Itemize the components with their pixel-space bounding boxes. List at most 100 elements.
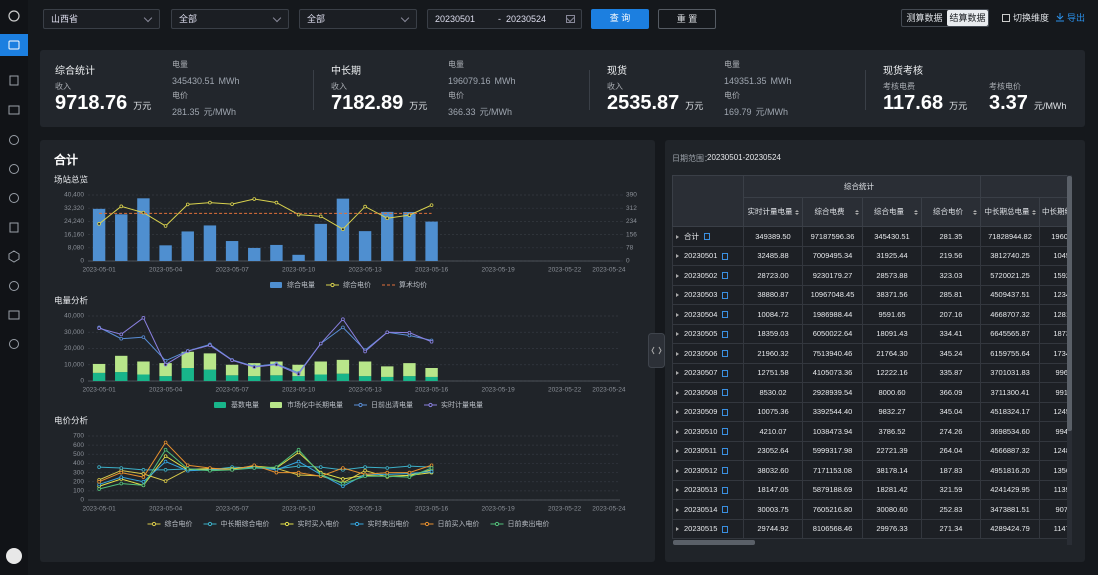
expand-icon[interactable] [676, 449, 681, 454]
point [296, 464, 301, 468]
table-row[interactable]: 20230507 12751.58 4105073.36 12222.16 335.87… [672, 362, 1067, 383]
nav-icon[interactable] [9, 339, 19, 349]
expand-icon[interactable] [676, 254, 681, 259]
measured-toggle[interactable]: 测算数据 [906, 13, 943, 23]
point [163, 468, 168, 472]
expand-icon[interactable] [676, 488, 681, 493]
detail-icon[interactable] [722, 389, 729, 397]
export-link[interactable]: 导出 [1067, 13, 1086, 23]
table-row[interactable]: 20230506 21960.32 7513940.46 21764.30 345.24… [672, 343, 1067, 364]
detail-icon[interactable] [704, 233, 710, 241]
nav-icon[interactable] [9, 135, 19, 145]
table-row[interactable]: 合计 349389.50 97187596.36 345430.51 281.35 718… [672, 226, 1067, 247]
nav-icon[interactable] [9, 75, 19, 86]
table-row[interactable]: 20230509 10075.36 3392544.40 9832.27 345.04 4… [672, 401, 1067, 422]
table-row[interactable]: 20230511 23052.64 5999317.98 22721.39 264.04… [672, 440, 1067, 461]
date-range-value: 20230501-20230524 [707, 153, 781, 162]
query-button[interactable]: 查 询 [591, 9, 649, 29]
expand-icon[interactable] [676, 312, 681, 317]
expand-icon[interactable] [676, 332, 681, 337]
column-header[interactable]: 综合电费 [802, 197, 863, 227]
detail-icon[interactable] [722, 311, 729, 319]
detail-icon[interactable] [722, 369, 729, 377]
expand-icon[interactable] [676, 390, 681, 395]
detail-icon[interactable] [722, 291, 729, 299]
detail-icon[interactable] [721, 447, 728, 455]
nav-icon[interactable] [8, 105, 20, 115]
expand-icon[interactable] [676, 468, 681, 473]
nav-icon[interactable] [8, 40, 20, 50]
table-cell: 11472.18 [1039, 518, 1067, 539]
nav-active[interactable] [0, 34, 28, 56]
column-header[interactable]: 中长期总电量 [980, 197, 1040, 227]
nav-icon[interactable] [8, 310, 20, 320]
settled-toggle[interactable]: 结算数据 [947, 10, 988, 26]
date-range-picker[interactable]: 20230501 - 20230524 [427, 9, 582, 29]
detail-icon[interactable] [722, 428, 729, 436]
table-row[interactable]: 20230512 38032.60 7171153.08 38178.14 187.83… [672, 460, 1067, 481]
detail-icon[interactable] [722, 252, 729, 260]
avatar[interactable] [6, 548, 22, 564]
column-header[interactable]: 实时计量电量 [743, 197, 803, 227]
v-scroll-thumb[interactable] [1067, 176, 1072, 431]
row-label-cell: 20230514 [672, 499, 744, 520]
table-row[interactable]: 20230503 38880.87 10967048.45 38371.56 285.8… [672, 284, 1067, 305]
detail-icon[interactable] [722, 486, 729, 494]
table-row[interactable]: 20230504 10084.72 1986988.44 9591.65 207.16 4… [672, 304, 1067, 325]
detail-icon[interactable] [722, 350, 729, 358]
expand-icon[interactable] [676, 410, 681, 415]
select[interactable]: 全部 [299, 9, 417, 29]
expand-icon[interactable] [676, 273, 681, 278]
table-row[interactable]: 20230502 28723.00 9230179.27 28573.88 323.03… [672, 265, 1067, 286]
date-start: 20230501 [435, 14, 476, 24]
select[interactable]: 全部 [171, 9, 289, 29]
column-header[interactable]: 中长期结算电量 [1039, 197, 1067, 227]
nav-icon[interactable] [9, 222, 19, 233]
detail-icon[interactable] [722, 506, 729, 514]
detail-icon[interactable] [722, 272, 729, 280]
h-scroll-thumb[interactable] [673, 540, 755, 545]
legend-swatch [270, 402, 282, 408]
bar [381, 211, 394, 261]
nav-icon[interactable] [9, 193, 19, 203]
bar [425, 221, 438, 261]
detail-icon[interactable] [722, 525, 729, 533]
switch-dimension[interactable]: 切换维度 [1013, 13, 1050, 23]
column-header[interactable]: 综合电价 [921, 197, 981, 227]
detail-icon[interactable] [722, 467, 729, 475]
table-cell: 4951816.20 [980, 460, 1040, 481]
point [385, 474, 390, 479]
legend-label: 综合电价 [165, 519, 193, 528]
column-header[interactable]: 综合电量 [862, 197, 922, 227]
table-row[interactable]: 20230513 18147.05 5879188.69 18281.42 321.59… [672, 479, 1067, 500]
bar [403, 363, 416, 377]
table-row[interactable]: 20230514 30003.75 7605216.80 30080.60 252.83… [672, 499, 1067, 520]
bar [159, 376, 172, 381]
table-row[interactable]: 20230505 18359.03 6050022.64 18091.43 334.41… [672, 323, 1067, 344]
expand-icon[interactable] [676, 351, 681, 356]
point [407, 213, 412, 217]
table-row[interactable]: 20230501 32485.88 7009495.34 31925.44 219.56… [672, 245, 1067, 266]
detail-icon[interactable] [722, 408, 729, 416]
nav-icon[interactable] [9, 281, 19, 291]
point [341, 466, 345, 470]
reset-button[interactable]: 重 置 [658, 9, 716, 29]
expand-icon[interactable] [676, 527, 681, 532]
nav-icon[interactable] [8, 250, 20, 263]
table-row[interactable]: 20230508 8530.02 2928939.54 8000.60 366.09 37… [672, 382, 1067, 403]
detail-icon[interactable] [722, 330, 729, 338]
point [97, 479, 101, 484]
kpi-label: 收入 [331, 82, 347, 91]
expand-icon[interactable] [676, 507, 681, 512]
expand-icon[interactable] [676, 293, 681, 298]
point [385, 216, 390, 221]
expand-icon[interactable] [676, 234, 681, 239]
province-select[interactable]: 山西省 [43, 9, 160, 29]
table-cell: 3392544.40 [802, 401, 863, 422]
table-row[interactable]: 20230515 29744.92 8106568.46 29976.33 271.34… [672, 518, 1067, 539]
expand-icon[interactable] [676, 371, 681, 376]
expand-icon[interactable] [676, 429, 681, 434]
collapse-handle[interactable] [648, 333, 665, 368]
table-row[interactable]: 20230510 4210.07 1038473.94 3786.52 274.26 36… [672, 421, 1067, 442]
nav-icon[interactable] [9, 164, 19, 174]
